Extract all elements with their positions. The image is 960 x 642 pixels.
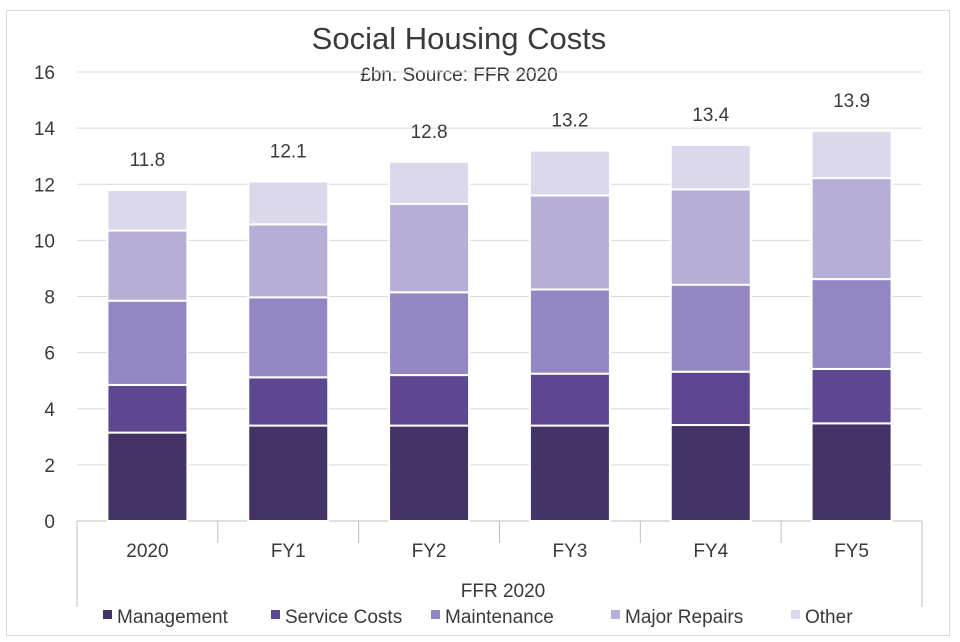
bar-segment-other bbox=[810, 129, 893, 180]
legend-swatch bbox=[611, 610, 620, 619]
bar-segment-major-repairs bbox=[247, 223, 330, 299]
y-axis-ticks: 0 2 4 6 8 10 12 14 16 bbox=[34, 63, 56, 533]
total-labels: 11.8 12.1 12.8 13.2 13.4 13.9 bbox=[130, 91, 870, 171]
bar-segment-major-repairs bbox=[106, 229, 189, 302]
y-tick-label: 6 bbox=[44, 344, 55, 365]
y-tick-label: 2 bbox=[44, 456, 55, 477]
total-label: 11.8 bbox=[130, 150, 166, 171]
bar-segment-management bbox=[810, 422, 893, 522]
bars bbox=[106, 129, 893, 522]
bar-segment-management bbox=[247, 424, 330, 522]
bar-segment-major-repairs bbox=[528, 194, 611, 291]
legend-item-major-repairs: Major Repairs bbox=[611, 607, 743, 628]
bar-segment-service-costs bbox=[810, 367, 893, 425]
y-tick-label: 4 bbox=[44, 400, 55, 421]
x-tick-label: FY5 bbox=[834, 541, 869, 562]
x-axis-label: FFR 2020 bbox=[461, 581, 545, 602]
bar-segment-other bbox=[669, 143, 752, 191]
legend-label: Other bbox=[805, 607, 853, 628]
x-tick-label: FY1 bbox=[271, 541, 306, 562]
y-tick-label: 12 bbox=[34, 175, 55, 196]
legend-label: Major Repairs bbox=[625, 607, 743, 628]
x-tick-label: FY3 bbox=[552, 541, 587, 562]
bar-segment-service-costs bbox=[528, 372, 611, 427]
bar-segment-maintenance bbox=[106, 299, 189, 386]
x-tick-label: FY2 bbox=[412, 541, 447, 562]
x-axis-ticks: 2020 FY1 FY2 FY3 FY4 FY5 bbox=[126, 541, 869, 562]
chart-subtitle: £bn. Source: FFR 2020 bbox=[360, 65, 558, 86]
chart-title: Social Housing Costs bbox=[312, 21, 607, 56]
legend: Management Service Costs Maintenance Major … bbox=[103, 607, 853, 628]
legend-item-maintenance: Maintenance bbox=[431, 607, 554, 628]
legend-swatch bbox=[431, 610, 440, 619]
bar-segment-management bbox=[669, 424, 752, 522]
bar-segment-other bbox=[528, 149, 611, 197]
total-label: 12.1 bbox=[270, 141, 307, 162]
legend-swatch bbox=[271, 610, 280, 619]
bar-segment-major-repairs bbox=[388, 202, 471, 294]
legend-swatch bbox=[791, 610, 800, 619]
bar-segment-management bbox=[388, 424, 471, 522]
bar-segment-management bbox=[106, 431, 189, 522]
y-tick-label: 10 bbox=[34, 231, 55, 252]
bar-segment-service-costs bbox=[106, 383, 189, 434]
x-tick-label: FY4 bbox=[693, 541, 728, 562]
bar-segment-other bbox=[106, 188, 189, 232]
total-label: 13.2 bbox=[551, 111, 588, 132]
stacked-bar-chart: Social Housing Costs £bn. Source: FFR 20… bbox=[34, 21, 923, 628]
total-label: 12.8 bbox=[411, 122, 448, 143]
legend-label: Service Costs bbox=[285, 607, 402, 628]
total-label: 13.9 bbox=[833, 91, 870, 112]
legend-swatch bbox=[103, 610, 112, 619]
bar-segment-maintenance bbox=[669, 283, 752, 373]
bar-segment-maintenance bbox=[528, 288, 611, 375]
legend-label: Management bbox=[117, 607, 229, 628]
x-tick-label: 2020 bbox=[126, 541, 168, 562]
y-tick-label: 0 bbox=[44, 512, 55, 533]
bar-segment-major-repairs bbox=[810, 177, 893, 281]
legend-label: Maintenance bbox=[445, 607, 554, 628]
bar-segment-major-repairs bbox=[669, 188, 752, 286]
legend-item-management: Management bbox=[103, 607, 229, 628]
bar-segment-service-costs bbox=[388, 374, 471, 427]
gridlines bbox=[76, 71, 923, 607]
bar-segment-service-costs bbox=[247, 376, 330, 427]
bar-segment-maintenance bbox=[810, 278, 893, 370]
bar-segment-management bbox=[528, 424, 611, 522]
bar-segment-other bbox=[388, 160, 471, 205]
y-tick-label: 14 bbox=[34, 119, 56, 140]
total-label: 13.4 bbox=[692, 105, 729, 126]
chart-frame: Social Housing Costs £bn. Source: FFR 20… bbox=[6, 10, 950, 636]
bar-segment-service-costs bbox=[669, 370, 752, 427]
bar-segment-maintenance bbox=[388, 291, 471, 377]
y-tick-label: 8 bbox=[44, 288, 55, 309]
legend-item-service-costs: Service Costs bbox=[271, 607, 402, 628]
legend-item-other: Other bbox=[791, 607, 853, 628]
bar-segment-maintenance bbox=[247, 296, 330, 379]
bar-segment-other bbox=[247, 180, 330, 226]
y-tick-label: 16 bbox=[34, 63, 55, 84]
